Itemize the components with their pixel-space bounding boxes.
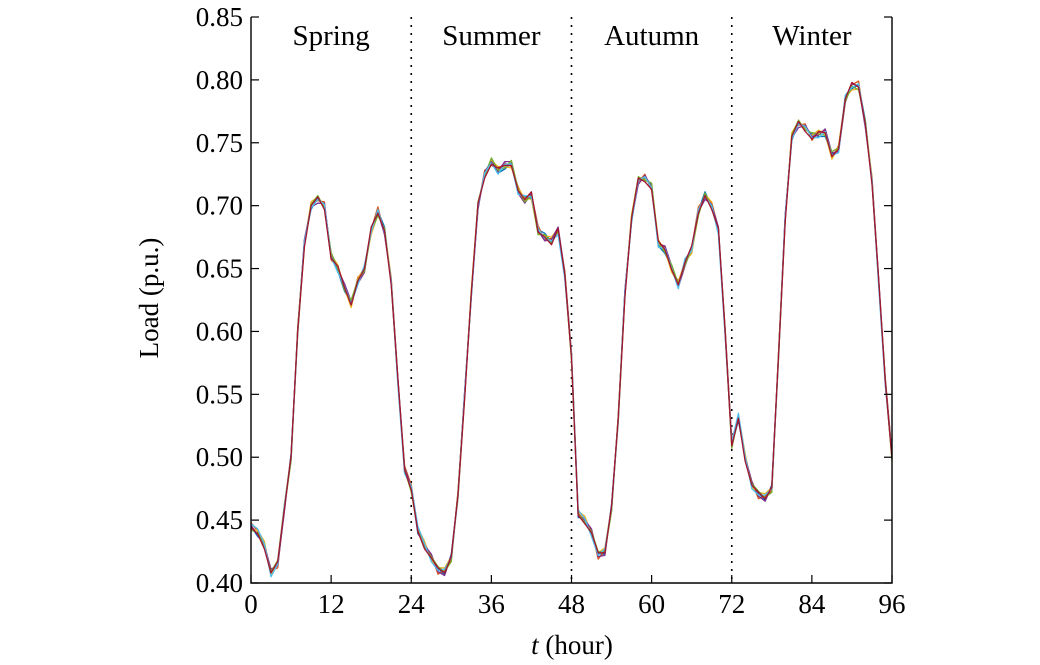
season-label-autumn: Autumn	[604, 20, 700, 52]
x-tick-label: 96	[879, 589, 906, 619]
x-ticks: 0 12 24 36 48 60 72 84 96	[244, 575, 906, 619]
y-tick-label: 0.60	[196, 316, 243, 346]
x-tick-label: 84	[798, 589, 826, 619]
x-tick-label: 60	[638, 589, 665, 619]
season-dividers	[410, 17, 733, 583]
y-tick-label: 0.40	[196, 568, 243, 598]
y-tick-label: 0.70	[196, 191, 243, 221]
x-tick-label: 72	[718, 589, 745, 619]
y-tick-label: 0.50	[196, 442, 243, 472]
x-tick-label: 36	[478, 589, 505, 619]
season-label-summer: Summer	[442, 20, 541, 52]
x-axis-label: t (hour)	[531, 630, 613, 660]
x-tick-label: 48	[558, 589, 585, 619]
series-line-2	[250, 80, 893, 575]
series-line-7	[250, 81, 893, 574]
season-label-winter: Winter	[772, 20, 852, 52]
season-label-spring: Spring	[292, 20, 369, 52]
y-tick-label: 0.65	[196, 254, 243, 284]
x-axis-label-var: t	[531, 630, 540, 660]
y-axis-label: Load (p.u.)	[134, 238, 164, 359]
x-tick-label: 0	[244, 589, 258, 619]
series-lines	[250, 80, 893, 578]
x-axis-label-unit: (hour)	[539, 630, 613, 660]
x-tick-label: 24	[398, 589, 426, 619]
x-tick-label: 12	[318, 589, 345, 619]
y-tick-label: 0.75	[196, 128, 243, 158]
y-tick-label: 0.80	[196, 65, 243, 95]
season-labels: Spring Summer Autumn Winter	[292, 20, 851, 52]
y-tick-label: 0.85	[196, 2, 243, 32]
y-ticks: 0.40 0.45 0.50 0.55 0.60 0.65 0.70 0.75 0.80 0.85	[196, 2, 892, 598]
y-tick-label: 0.45	[196, 505, 243, 535]
y-tick-label: 0.55	[196, 379, 243, 409]
